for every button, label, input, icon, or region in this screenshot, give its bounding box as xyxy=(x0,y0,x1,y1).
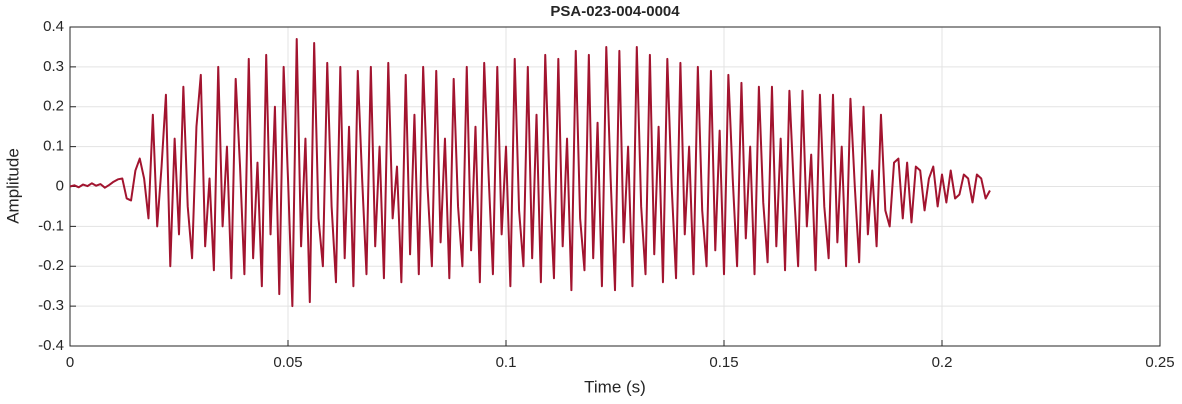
x-tick-label: 0 xyxy=(66,354,74,371)
y-tick-label: -0.1 xyxy=(38,217,64,234)
y-tick-label: 0.4 xyxy=(43,18,64,35)
y-tick-label: -0.2 xyxy=(38,257,64,274)
x-tick-label: 0.2 xyxy=(932,354,953,371)
y-tick-label: -0.4 xyxy=(38,337,64,354)
x-tick-label: 0.05 xyxy=(273,354,302,371)
x-tick-label: 0.15 xyxy=(709,354,738,371)
y-tick-label: -0.3 xyxy=(38,297,64,314)
y-tick-label: 0.1 xyxy=(43,138,64,155)
y-tick-label: 0 xyxy=(56,177,64,194)
x-tick-label: 0.25 xyxy=(1145,354,1174,371)
y-tick-label: 0.3 xyxy=(43,58,64,75)
waveform-line xyxy=(69,37,991,308)
x-tick-label: 0.1 xyxy=(496,354,517,371)
chart-title: PSA-023-004-0004 xyxy=(550,3,680,20)
y-tick-label: 0.2 xyxy=(43,98,64,115)
y-axis-label: Amplitude xyxy=(3,148,22,224)
x-axis-label: Time (s) xyxy=(584,377,646,396)
